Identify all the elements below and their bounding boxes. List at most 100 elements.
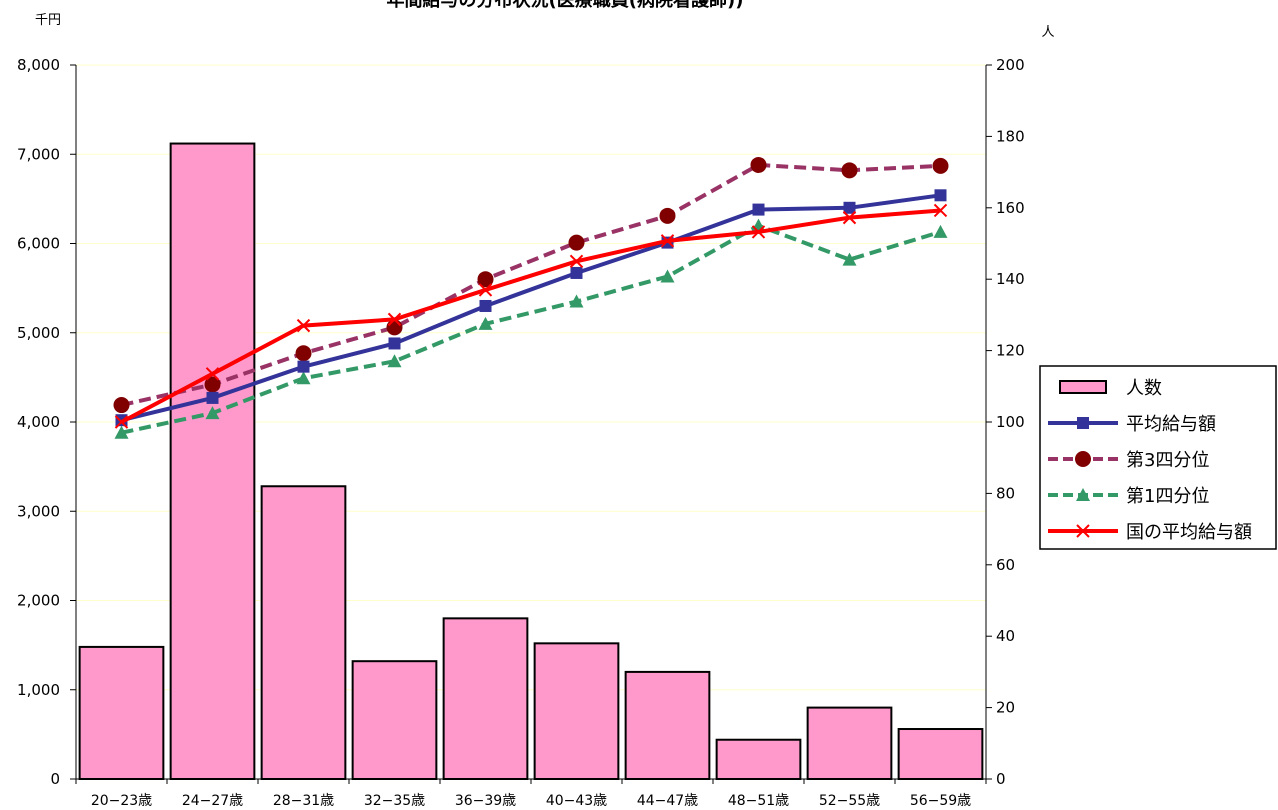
point-平均給与額 bbox=[479, 299, 492, 312]
legend-marker-第1四分位 bbox=[1076, 488, 1090, 501]
right-axis-unit: 人 bbox=[1041, 25, 1054, 40]
series-国の平均給与額 bbox=[114, 203, 948, 429]
point-国の平均給与額 bbox=[751, 225, 766, 239]
point-国の平均給与額 bbox=[660, 234, 675, 248]
series-第3四分位 bbox=[113, 156, 949, 414]
bar-24−27歳 bbox=[169, 142, 256, 781]
point-国の平均給与額 bbox=[933, 203, 948, 218]
legend-label: 国の平均給与額 bbox=[1126, 522, 1252, 543]
series-line-平均給与額 bbox=[121, 193, 941, 423]
right-tick-label: 160 bbox=[996, 199, 1025, 217]
left-tick-label: 5,000 bbox=[17, 324, 60, 342]
legend-label: 人数 bbox=[1126, 378, 1162, 399]
category-label: 20−23歳 bbox=[91, 793, 152, 809]
point-第1四分位 bbox=[842, 252, 857, 266]
series-平均給与額 bbox=[115, 189, 947, 427]
left-tick-label: 7,000 bbox=[17, 145, 60, 163]
legend-label: 平均給与額 bbox=[1126, 414, 1216, 435]
point-第3四分位 bbox=[932, 157, 949, 174]
point-第1四分位 bbox=[478, 316, 493, 330]
left-tick-label: 3,000 bbox=[17, 502, 60, 520]
point-国の平均給与額 bbox=[114, 415, 129, 429]
bar-52−55歳 bbox=[806, 706, 893, 780]
point-第1四分位 bbox=[296, 371, 311, 385]
point-第3四分位 bbox=[750, 156, 767, 173]
left-tick-label: 0 bbox=[50, 770, 60, 788]
left-axis-unit: 千円 bbox=[35, 13, 61, 28]
right-tick-label: 20 bbox=[996, 699, 1015, 717]
point-第1四分位 bbox=[933, 224, 948, 238]
legend-marker-国の平均給与額 bbox=[1076, 524, 1090, 538]
series-line-国の平均給与額 bbox=[120, 208, 941, 424]
point-平均給与額 bbox=[934, 189, 947, 202]
category-label: 32−35歳 bbox=[364, 793, 425, 809]
right-tick-label: 200 bbox=[996, 56, 1025, 74]
left-tick-label: 6,000 bbox=[17, 235, 60, 253]
point-平均給与額 bbox=[570, 266, 583, 279]
point-第1四分位 bbox=[569, 294, 584, 308]
right-tick-label: 180 bbox=[996, 127, 1025, 145]
point-平均給与額 bbox=[752, 203, 765, 216]
point-第1四分位 bbox=[387, 354, 402, 368]
category-label: 52−55歳 bbox=[819, 793, 880, 809]
point-第3四分位 bbox=[386, 319, 403, 336]
legend-swatch-人数 bbox=[1059, 380, 1107, 394]
left-tick-label: 2,000 bbox=[17, 592, 60, 610]
point-第3四分位 bbox=[295, 345, 312, 362]
right-tick-label: 80 bbox=[996, 484, 1015, 502]
point-国の平均給与額 bbox=[842, 210, 857, 225]
chart-title: 年間給与の分布状況(医療職員(病院看護師)) bbox=[387, 0, 744, 11]
bar-36−39歳 bbox=[442, 617, 529, 780]
category-label: 24−27歳 bbox=[182, 793, 243, 809]
bar-56−59歳 bbox=[897, 728, 984, 781]
bar-28−31歳 bbox=[260, 485, 347, 780]
point-国の平均給与額 bbox=[569, 254, 584, 269]
left-tick-label: 1,000 bbox=[17, 681, 60, 699]
series-line-第1四分位 bbox=[121, 223, 942, 435]
category-label: 28−31歳 bbox=[273, 793, 334, 809]
legend-label: 第1四分位 bbox=[1126, 486, 1209, 507]
point-第3四分位 bbox=[659, 207, 676, 224]
category-label: 36−39歳 bbox=[455, 793, 516, 809]
left-tick-label: 4,000 bbox=[17, 413, 60, 431]
point-第3四分位 bbox=[113, 397, 130, 414]
point-国の平均給与額 bbox=[296, 318, 311, 333]
line-layer bbox=[113, 156, 949, 439]
series-第1四分位 bbox=[114, 218, 948, 439]
point-平均給与額 bbox=[297, 360, 310, 373]
bar-20−23歳 bbox=[78, 645, 165, 780]
bar-40−43歳 bbox=[533, 642, 620, 781]
category-label: 44−47歳 bbox=[637, 793, 698, 809]
point-第1四分位 bbox=[114, 425, 129, 439]
legend-marker-第3四分位 bbox=[1075, 451, 1091, 467]
category-label: 56−59歳 bbox=[910, 793, 971, 809]
point-第3四分位 bbox=[568, 234, 585, 251]
category-label: 48−51歳 bbox=[728, 793, 789, 809]
right-tick-label: 40 bbox=[996, 627, 1015, 645]
point-国の平均給与額 bbox=[387, 312, 402, 327]
bar-32−35歳 bbox=[351, 660, 438, 780]
bar-layer bbox=[78, 142, 984, 781]
point-第3四分位 bbox=[841, 162, 858, 179]
bar-48−51歳 bbox=[715, 738, 802, 780]
legend-marker-平均給与額 bbox=[1077, 417, 1089, 429]
point-国の平均給与額 bbox=[478, 283, 493, 297]
point-第1四分位 bbox=[660, 269, 675, 283]
point-平均給与額 bbox=[388, 337, 401, 350]
right-tick-label: 100 bbox=[996, 413, 1025, 431]
category-label: 40−43歳 bbox=[546, 793, 607, 809]
point-平均給与額 bbox=[843, 201, 856, 214]
point-国の平均給与額 bbox=[205, 367, 220, 381]
legend-label: 第3四分位 bbox=[1126, 450, 1209, 471]
left-tick-label: 8,000 bbox=[17, 56, 60, 74]
right-tick-label: 0 bbox=[996, 770, 1006, 788]
point-第3四分位 bbox=[477, 271, 494, 288]
right-tick-label: 120 bbox=[996, 342, 1025, 360]
bar-44−47歳 bbox=[624, 670, 711, 781]
point-平均給与額 bbox=[206, 391, 219, 404]
right-tick-label: 140 bbox=[996, 270, 1025, 288]
point-第1四分位 bbox=[205, 406, 220, 420]
